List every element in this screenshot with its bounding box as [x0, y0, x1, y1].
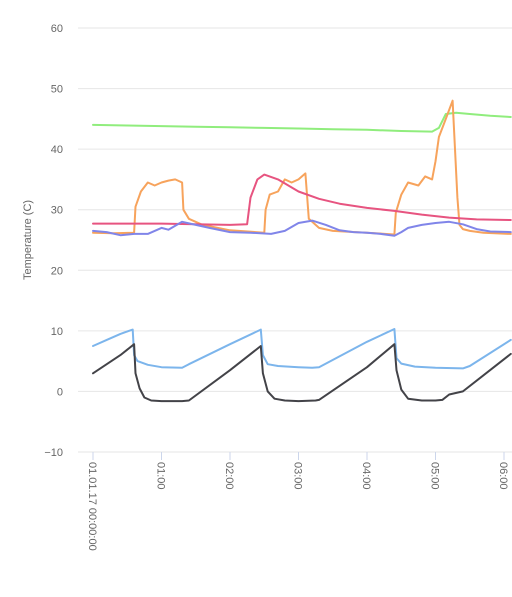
- y-tick-label: 40: [51, 144, 63, 156]
- y-tick-label: 10: [51, 326, 63, 338]
- series-line-6: [92, 343, 512, 403]
- y-axis-tick-labels: −10 0 10 20 30 40 50 60: [44, 23, 63, 459]
- x-tick-label: 04:00: [360, 462, 372, 490]
- y-tick-label: 30: [51, 205, 63, 217]
- x-tick-label: 01.01.17 00:00:00: [86, 462, 98, 551]
- series-line-3: [92, 173, 512, 226]
- y-tick-label: 50: [51, 84, 63, 96]
- x-axis-ticks: [92, 452, 505, 460]
- x-tick-label: 01:00: [155, 462, 167, 490]
- x-tick-label: 03:00: [292, 462, 304, 490]
- x-tick-label: 06:00: [497, 462, 509, 490]
- x-tick-label: 02:00: [223, 462, 235, 490]
- series-line-2: [92, 99, 512, 236]
- y-axis-title: Temperature (C): [22, 200, 34, 280]
- series-lines: [92, 99, 512, 403]
- y-tick-label: 0: [57, 386, 63, 398]
- y-tick-label: −10: [44, 447, 63, 459]
- x-tick-label: 05:00: [429, 462, 441, 490]
- series-line-4: [92, 219, 512, 237]
- y-tick-label: 60: [51, 23, 63, 35]
- y-tick-label: 20: [51, 265, 63, 277]
- series-line-5: [92, 328, 512, 370]
- series-line-1: [92, 111, 512, 133]
- y-gridlines: [78, 27, 512, 453]
- x-axis-tick-labels: 01.01.17 00:00:00 01:00 02:00 03:00 04:00 05:…: [86, 462, 509, 551]
